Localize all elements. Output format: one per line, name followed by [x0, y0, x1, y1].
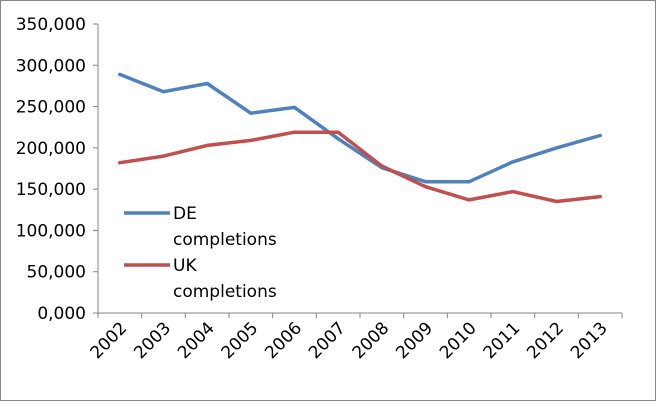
data-point — [293, 130, 296, 134]
data-point — [598, 134, 602, 137]
data-point — [293, 105, 296, 109]
series-layer — [118, 72, 602, 204]
y-tick-label: 250,000 — [16, 98, 86, 118]
data-point — [424, 185, 427, 189]
data-point — [162, 90, 165, 94]
y-axis: 0,000 50,000 100,000 150,000 200,000 250,000 3… — [16, 15, 99, 324]
y-tick-label: 0,000 — [37, 304, 86, 324]
data-point — [555, 200, 558, 203]
data-point — [336, 137, 340, 141]
legend-label: UK completions — [173, 256, 277, 302]
data-point — [467, 198, 471, 202]
data-point — [205, 82, 209, 85]
data-point — [511, 190, 515, 194]
data-point — [249, 138, 253, 142]
data-point — [424, 180, 427, 184]
y-tick-label: 300,000 — [16, 56, 86, 76]
data-point — [467, 180, 471, 184]
data-point — [118, 161, 122, 165]
y-tick-label: 200,000 — [16, 139, 86, 159]
y-tick-label: 350,000 — [16, 15, 86, 35]
series-line-1 — [118, 130, 602, 204]
y-tick-label: 100,000 — [16, 221, 86, 241]
data-point — [555, 146, 558, 150]
series-line-0 — [118, 72, 602, 184]
data-point — [336, 130, 340, 134]
data-point — [511, 160, 515, 164]
data-point — [598, 195, 602, 199]
data-point — [205, 143, 209, 147]
y-tick-label: 50,000 — [27, 263, 86, 283]
data-point — [118, 72, 122, 76]
legend-label: DE completions — [173, 204, 277, 250]
data-point — [249, 111, 253, 115]
data-point — [380, 164, 384, 168]
data-point — [162, 154, 165, 158]
legend: DE completions UK completions — [124, 204, 277, 302]
y-tick-label: 150,000 — [16, 180, 86, 200]
